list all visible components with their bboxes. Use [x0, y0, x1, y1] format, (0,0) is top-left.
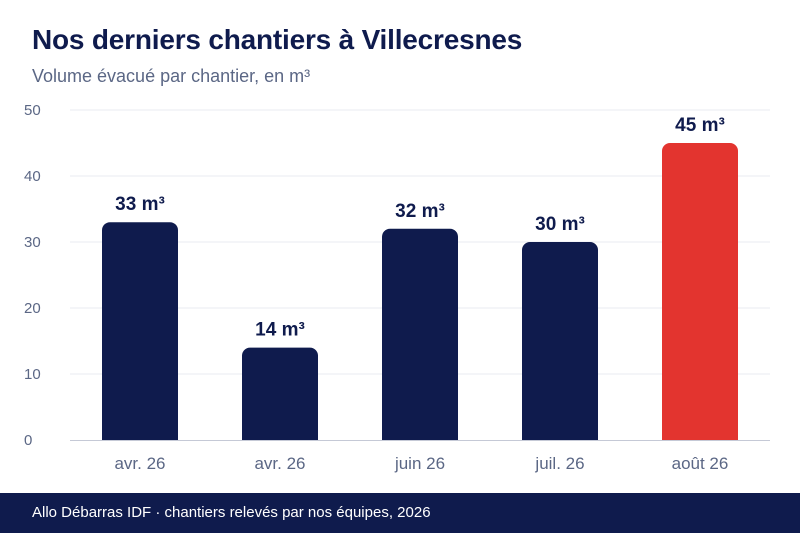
- y-tick-label: 10: [24, 366, 41, 383]
- y-tick-label: 20: [24, 300, 41, 317]
- data-label: 14 m³: [255, 320, 305, 341]
- x-tick-label: juin 26: [394, 454, 445, 473]
- x-axis-ticks: avr. 26 avr. 26 juin 26 juil. 26 août 26: [114, 454, 728, 473]
- y-axis-ticks: 0 10 20 30 40 50: [24, 102, 41, 449]
- y-tick-label: 30: [24, 234, 41, 251]
- bar-base: [382, 430, 458, 440]
- y-tick-label: 40: [24, 168, 41, 185]
- x-tick-label: août 26: [672, 454, 729, 473]
- x-tick-label: avr. 26: [114, 454, 165, 473]
- bar: [242, 347, 318, 440]
- bar-base: [522, 430, 598, 440]
- data-labels: 33 m³ 14 m³ 32 m³ 30 m³ 45 m³: [115, 115, 725, 341]
- bar-base: [242, 430, 318, 440]
- x-tick-label: avr. 26: [254, 454, 305, 473]
- chart-subtitle: Volume évacué par chantier, en m³: [32, 66, 311, 86]
- bars: [102, 143, 738, 440]
- bar: [102, 222, 178, 440]
- bar-base: [662, 430, 738, 440]
- data-label: 32 m³: [395, 201, 445, 222]
- bar: [522, 242, 598, 440]
- bar: [662, 143, 738, 440]
- y-tick-label: 0: [24, 432, 32, 449]
- data-label: 33 m³: [115, 194, 165, 215]
- chart-title: Nos derniers chantiers à Villecresnes: [32, 24, 523, 55]
- data-label: 45 m³: [675, 115, 725, 136]
- footer-bar: Allo Débarras IDF · chantiers relevés pa…: [0, 493, 800, 533]
- footer-source: Allo Débarras IDF · chantiers relevés pa…: [32, 504, 431, 521]
- y-tick-label: 50: [24, 102, 41, 119]
- data-label: 30 m³: [535, 214, 585, 235]
- bar-base: [102, 430, 178, 440]
- bar: [382, 228, 458, 440]
- x-tick-label: juil. 26: [534, 454, 584, 473]
